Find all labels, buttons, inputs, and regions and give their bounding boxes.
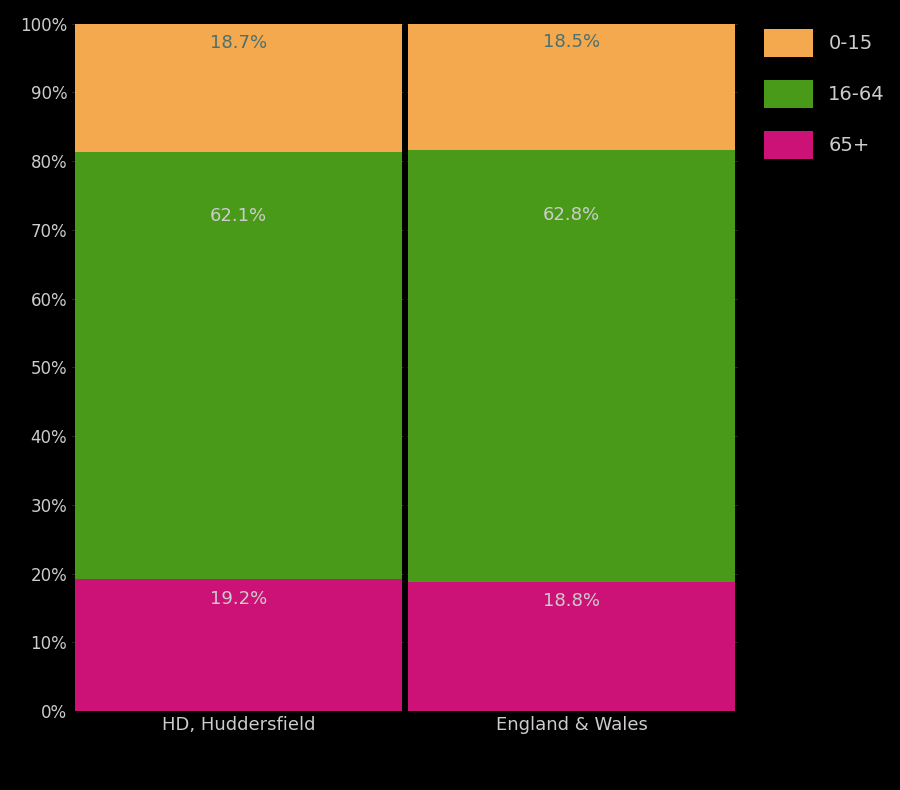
- Bar: [76, 579, 401, 711]
- Text: 18.5%: 18.5%: [543, 33, 600, 51]
- Text: 62.8%: 62.8%: [543, 206, 600, 224]
- Bar: [76, 24, 401, 152]
- Bar: [409, 581, 734, 711]
- Text: 18.8%: 18.8%: [543, 592, 600, 610]
- Bar: [409, 150, 734, 581]
- Bar: [76, 152, 401, 579]
- Text: 18.7%: 18.7%: [210, 34, 267, 52]
- Text: 62.1%: 62.1%: [210, 207, 267, 225]
- Bar: [409, 23, 734, 150]
- Text: 19.2%: 19.2%: [210, 590, 267, 608]
- Legend: 0-15, 16-64, 65+: 0-15, 16-64, 65+: [754, 20, 895, 168]
